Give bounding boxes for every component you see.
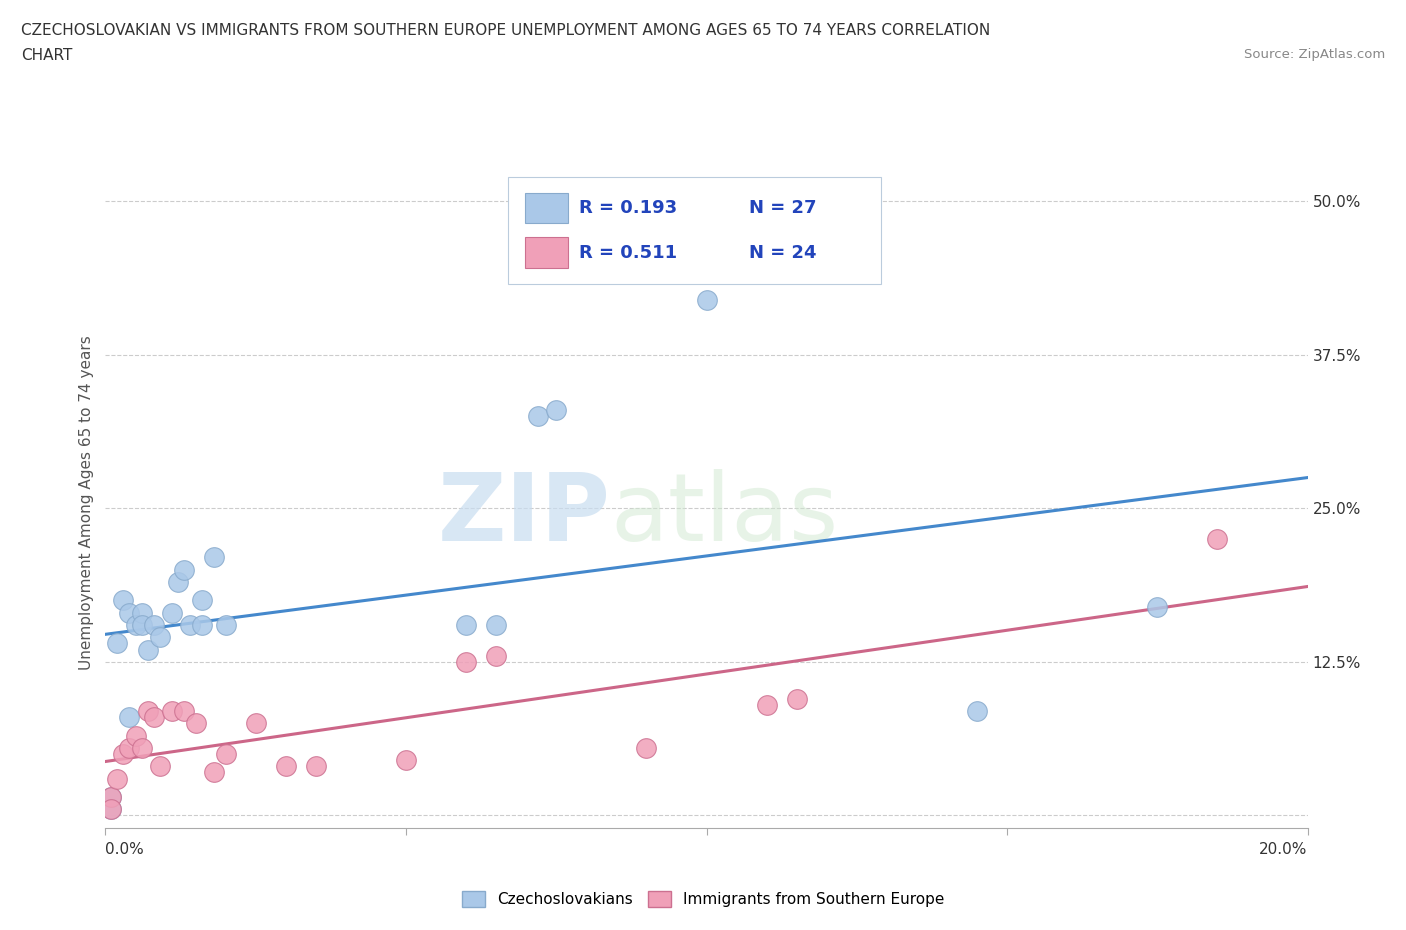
Legend: Czechoslovakians, Immigrants from Southern Europe: Czechoslovakians, Immigrants from Southe… xyxy=(456,884,950,913)
Point xyxy=(454,655,477,670)
Point xyxy=(1146,599,1168,614)
Point xyxy=(485,648,508,663)
Point xyxy=(214,747,236,762)
Point xyxy=(202,550,225,565)
Point xyxy=(100,790,122,804)
Point xyxy=(148,630,170,644)
Point xyxy=(274,759,297,774)
Point xyxy=(131,605,153,620)
Point xyxy=(173,563,195,578)
Point xyxy=(546,403,568,418)
Point xyxy=(755,698,778,712)
Point xyxy=(118,710,141,724)
Point xyxy=(202,765,225,780)
Point xyxy=(124,618,146,632)
Point xyxy=(305,759,328,774)
Point xyxy=(179,618,201,632)
Point xyxy=(454,618,477,632)
Point xyxy=(136,642,159,657)
Point xyxy=(160,605,183,620)
Point xyxy=(173,704,195,719)
Text: 20.0%: 20.0% xyxy=(1260,842,1308,857)
Text: N = 24: N = 24 xyxy=(748,244,815,261)
Text: Source: ZipAtlas.com: Source: ZipAtlas.com xyxy=(1244,48,1385,61)
Point xyxy=(100,802,122,817)
Point xyxy=(148,759,170,774)
Point xyxy=(786,691,808,706)
Point xyxy=(1206,532,1229,547)
Point xyxy=(100,790,122,804)
Point xyxy=(160,704,183,719)
Bar xyxy=(524,237,568,268)
Point xyxy=(966,704,988,719)
Point xyxy=(142,618,165,632)
Point xyxy=(190,618,212,632)
Point xyxy=(190,593,212,608)
Point xyxy=(485,618,508,632)
Point xyxy=(166,575,188,590)
FancyBboxPatch shape xyxy=(508,177,880,285)
Point xyxy=(112,747,135,762)
Point xyxy=(142,710,165,724)
Point xyxy=(131,740,153,755)
Point xyxy=(107,771,129,786)
Y-axis label: Unemployment Among Ages 65 to 74 years: Unemployment Among Ages 65 to 74 years xyxy=(79,335,94,670)
Point xyxy=(107,636,129,651)
Point xyxy=(118,740,141,755)
Bar xyxy=(524,193,568,223)
Text: N = 27: N = 27 xyxy=(748,199,815,218)
Point xyxy=(124,728,146,743)
Point xyxy=(527,409,550,424)
Point xyxy=(636,740,658,755)
Text: 0.0%: 0.0% xyxy=(105,842,145,857)
Point xyxy=(100,802,122,817)
Text: CZECHOSLOVAKIAN VS IMMIGRANTS FROM SOUTHERN EUROPE UNEMPLOYMENT AMONG AGES 65 TO: CZECHOSLOVAKIAN VS IMMIGRANTS FROM SOUTH… xyxy=(21,23,990,38)
Point xyxy=(131,618,153,632)
Point xyxy=(118,605,141,620)
Point xyxy=(696,292,718,307)
Point xyxy=(395,752,418,767)
Point xyxy=(184,716,207,731)
Point xyxy=(112,593,135,608)
Text: atlas: atlas xyxy=(610,470,838,561)
Text: R = 0.193: R = 0.193 xyxy=(579,199,678,218)
Text: ZIP: ZIP xyxy=(437,470,610,561)
Text: R = 0.511: R = 0.511 xyxy=(579,244,678,261)
Point xyxy=(245,716,267,731)
Point xyxy=(136,704,159,719)
Text: CHART: CHART xyxy=(21,48,73,63)
Point xyxy=(214,618,236,632)
